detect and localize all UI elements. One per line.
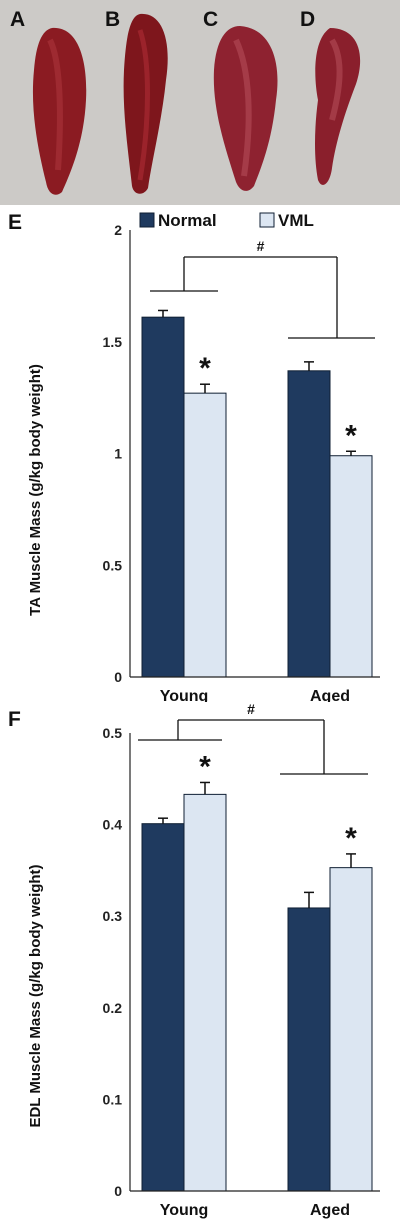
muscle-photo-panel: A B C D xyxy=(0,0,400,205)
y-tick-label: 0.4 xyxy=(103,817,123,833)
y-tick-label: 0 xyxy=(114,1183,122,1199)
legend-swatch-normal xyxy=(139,212,155,228)
group-comparison-mark: # xyxy=(257,238,265,254)
significance-star: * xyxy=(199,750,211,783)
legend-label-normal: Normal xyxy=(158,211,217,230)
significance-star: * xyxy=(199,352,211,385)
y-axis-label: EDL Muscle Mass (g/kg body weight) xyxy=(27,864,44,1127)
group-comparison-mark: # xyxy=(247,702,255,717)
y-tick-label: 0.1 xyxy=(103,1091,123,1107)
y-tick-label: 0.3 xyxy=(103,908,123,924)
photo-label-b: B xyxy=(105,8,120,31)
legend: Normal VML xyxy=(139,211,314,230)
error-bar xyxy=(158,817,168,824)
panel-label-e: E xyxy=(8,211,22,234)
bar-vml-aged xyxy=(329,867,373,1192)
edl-muscle-mass-chart: F EDL Muscle Mass (g/kg body weight) 0 0.… xyxy=(8,702,380,1219)
y-tick-label: 1.5 xyxy=(103,334,123,350)
y-tick-label: 0.2 xyxy=(103,1000,123,1016)
y-tick-label: 0.5 xyxy=(103,557,123,573)
photo-label-c: C xyxy=(203,8,218,31)
significance-star: * xyxy=(345,822,357,855)
x-tick-label-aged: Aged xyxy=(310,688,350,702)
y-tick-label: 0.5 xyxy=(103,725,123,741)
plot-area: 0 0.5 1 1.5 2 * * Young Aged # xyxy=(103,222,380,702)
y-tick-label: 0 xyxy=(114,669,122,685)
plot-area: 0 0.1 0.2 0.3 0.4 0.5 * * Young Aged # xyxy=(103,702,380,1219)
y-axis-label: TA Muscle Mass (g/kg body weight) xyxy=(27,364,44,616)
error-bar xyxy=(200,781,210,795)
x-tick-label-young: Young xyxy=(160,1202,209,1219)
error-bar xyxy=(304,361,314,371)
bar-normal-aged xyxy=(287,370,331,678)
error-bar xyxy=(158,309,168,318)
y-tick-label: 2 xyxy=(114,222,122,238)
bar-normal-young xyxy=(141,316,185,678)
significance-star: * xyxy=(345,419,357,452)
legend-swatch-vml xyxy=(259,212,275,228)
legend-label-vml: VML xyxy=(278,211,314,230)
error-bar xyxy=(304,891,314,908)
group-comparison-bracket xyxy=(150,256,375,339)
muscle-photo-d xyxy=(315,28,361,185)
x-tick-label-aged: Aged xyxy=(310,1202,350,1219)
bar-normal-young xyxy=(141,823,185,1192)
group-comparison-bracket xyxy=(138,719,368,775)
bar-vml-young xyxy=(183,793,227,1192)
y-tick-label: 1 xyxy=(114,446,122,462)
error-bar xyxy=(346,853,356,868)
ta-muscle-mass-chart: E Normal VML TA Muscle Mass (g/kg body w… xyxy=(8,211,380,702)
photo-label-a: A xyxy=(10,8,25,31)
muscle-photo-c xyxy=(213,26,278,191)
bar-vml-aged xyxy=(329,455,373,678)
photo-label-d: D xyxy=(300,8,315,31)
bar-vml-young xyxy=(183,392,227,678)
error-bar xyxy=(346,450,356,456)
panel-label-f: F xyxy=(8,708,21,731)
x-tick-label-young: Young xyxy=(160,688,209,702)
bar-normal-aged xyxy=(287,907,331,1192)
error-bar xyxy=(200,383,210,394)
